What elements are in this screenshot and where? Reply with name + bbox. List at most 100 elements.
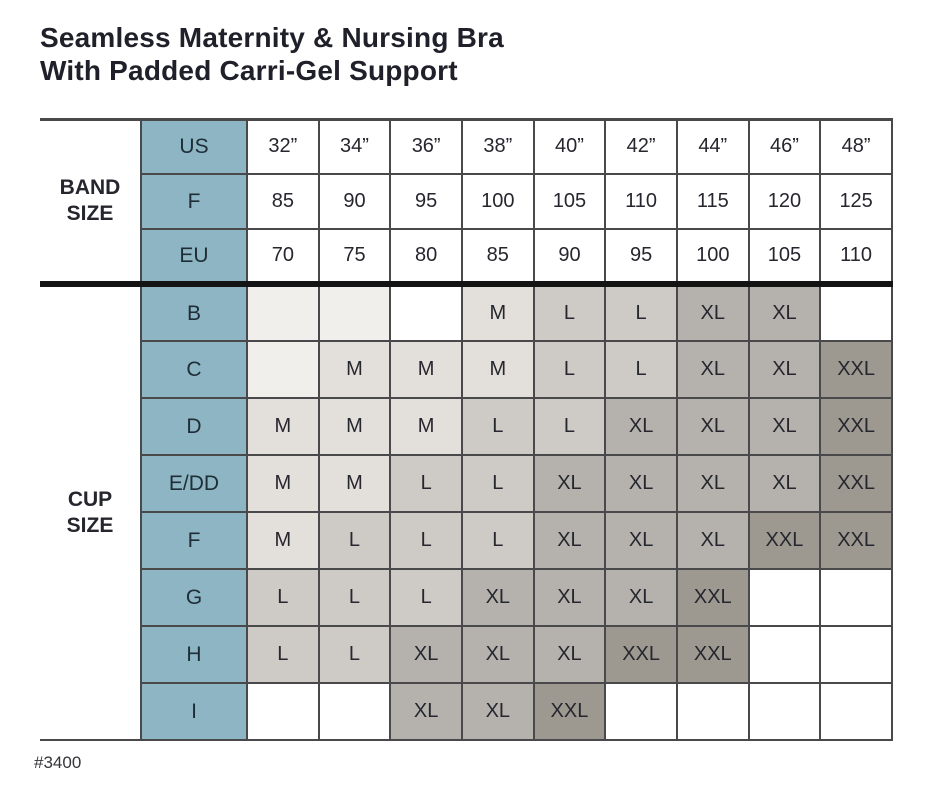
row-header-h: H — [140, 625, 248, 684]
band-cell-f-4: 105 — [532, 173, 607, 230]
band-cell-f-2: 95 — [389, 173, 463, 230]
band-cell-us-5: 42” — [604, 117, 678, 175]
cup-cell-b-3: M — [460, 283, 535, 342]
cup-cell-d-5: XL — [604, 397, 678, 456]
cup-cell-e-dd-1: M — [317, 454, 392, 513]
cup-cell-e-dd-6: XL — [675, 454, 750, 513]
row-header-f: F — [140, 511, 248, 570]
cup-cell-f-6: XL — [675, 511, 750, 570]
band-label-line2: SIZE — [66, 201, 114, 225]
cup-cell-f-4: XL — [532, 511, 607, 570]
cup-cell-h-0: L — [246, 625, 320, 684]
row-header-f: F — [140, 173, 248, 230]
row-header-us: US — [140, 117, 248, 175]
cup-cell-i-1 — [317, 682, 392, 741]
cup-cell-c-7: XL — [747, 340, 822, 399]
cup-cell-d-4: L — [532, 397, 607, 456]
cup-cell-b-4: L — [532, 283, 607, 342]
cup-cell-c-5: L — [604, 340, 678, 399]
cup-cell-i-5 — [604, 682, 678, 741]
cup-cell-f-7: XXL — [747, 511, 822, 570]
cup-cell-d-6: XL — [675, 397, 750, 456]
page-title: Seamless Maternity & Nursing Bra With Pa… — [40, 22, 940, 88]
band-cell-us-1: 34” — [317, 117, 392, 175]
cup-cell-f-2: L — [389, 511, 463, 570]
cup-cell-g-3: XL — [460, 568, 535, 627]
cup-cell-c-3: M — [460, 340, 535, 399]
cup-row-c: C M M M L L XL XL XXL — [40, 340, 893, 399]
cup-row-g: G L L L XL XL XL XXL — [40, 568, 893, 627]
title-line1: Seamless Maternity & Nursing Bra — [40, 22, 504, 53]
cup-cell-g-7 — [747, 568, 822, 627]
cup-cell-e-dd-7: XL — [747, 454, 822, 513]
row-header-c: C — [140, 340, 248, 399]
row-header-i: I — [140, 682, 248, 741]
cup-cell-f-0: M — [246, 511, 320, 570]
band-row-us: BAND SIZE US 32” 34” 36” 38” 40” 42” 44” 46” 48” — [40, 117, 893, 287]
band-size-section-label: BAND SIZE — [40, 117, 141, 287]
cup-cell-c-6: XL — [675, 340, 750, 399]
cup-cell-f-3: L — [460, 511, 535, 570]
size-chart-body: BAND SIZE US 32” 34” 36” 38” 40” 42” 44” 46” 48” F 85… — [40, 117, 893, 741]
cup-cell-d-7: XL — [747, 397, 822, 456]
band-cell-us-3: 38” — [460, 117, 535, 175]
product-code: #3400 — [34, 753, 82, 772]
cup-cell-g-0: L — [246, 568, 320, 627]
band-cell-eu-7: 105 — [747, 228, 822, 287]
title-line2: With Padded Carri-Gel Support — [40, 54, 458, 86]
band-cell-us-8: 48” — [819, 117, 893, 175]
cup-cell-b-0 — [246, 283, 320, 342]
band-cell-eu-4: 90 — [532, 228, 607, 287]
cup-cell-c-1: M — [317, 340, 392, 399]
cup-cell-e-dd-3: L — [460, 454, 535, 513]
cup-label-line2: SIZE — [66, 514, 114, 537]
band-row-f: F 85 90 95 100 105 110 115 120 125 — [40, 173, 893, 230]
cup-cell-h-6: XXL — [675, 625, 750, 684]
band-cell-f-7: 120 — [747, 173, 822, 230]
band-cell-us-2: 36” — [389, 117, 463, 175]
cup-cell-f-8: XXL — [819, 511, 893, 570]
band-label-line1: BAND — [59, 175, 121, 199]
cup-cell-b-8 — [819, 283, 893, 342]
cup-cell-f-1: L — [317, 511, 392, 570]
cup-row-b: CUP SIZE B M L L XL XL — [40, 283, 893, 741]
cup-cell-i-7 — [747, 682, 822, 741]
row-header-g: G — [140, 568, 248, 627]
cup-cell-h-4: XL — [532, 625, 607, 684]
cup-cell-c-0 — [246, 340, 320, 399]
cup-cell-g-8 — [819, 568, 893, 627]
size-chart-table: BAND SIZE US 32” 34” 36” 38” 40” 42” 44” 46” 48” F 85… — [40, 117, 893, 741]
band-cell-f-5: 110 — [604, 173, 678, 230]
band-cell-us-6: 44” — [675, 117, 750, 175]
cup-row-h: H L L XL XL XL XXL XXL — [40, 625, 893, 684]
cup-cell-c-4: L — [532, 340, 607, 399]
cup-cell-c-2: M — [389, 340, 463, 399]
band-cell-us-0: 32” — [246, 117, 320, 175]
cup-cell-i-0 — [246, 682, 320, 741]
band-cell-f-6: 115 — [675, 173, 750, 230]
cup-cell-g-1: L — [317, 568, 392, 627]
cup-cell-b-1 — [317, 283, 392, 342]
cup-cell-e-dd-5: XL — [604, 454, 678, 513]
cup-size-section-label: CUP SIZE — [40, 284, 141, 741]
band-cell-eu-1: 75 — [317, 228, 392, 287]
row-header-e-dd: E/DD — [140, 454, 248, 513]
cup-cell-b-2 — [389, 283, 463, 342]
band-cell-f-8: 125 — [819, 173, 893, 230]
cup-cell-h-8 — [819, 625, 893, 684]
cup-cell-g-5: XL — [604, 568, 678, 627]
row-header-d: D — [140, 397, 248, 456]
band-cell-eu-0: 70 — [246, 228, 320, 287]
band-cell-eu-8: 110 — [819, 228, 893, 287]
band-cell-eu-5: 95 — [604, 228, 678, 287]
cup-cell-e-dd-0: M — [246, 454, 320, 513]
cup-cell-f-5: XL — [604, 511, 678, 570]
cup-cell-c-8: XXL — [819, 340, 893, 399]
band-cell-f-1: 90 — [317, 173, 392, 230]
band-cell-us-4: 40” — [532, 117, 607, 175]
cup-cell-e-dd-2: L — [389, 454, 463, 513]
cup-cell-e-dd-4: XL — [532, 454, 607, 513]
cup-row-f: F M L L L XL XL XL XXL XXL — [40, 511, 893, 570]
cup-cell-g-4: XL — [532, 568, 607, 627]
